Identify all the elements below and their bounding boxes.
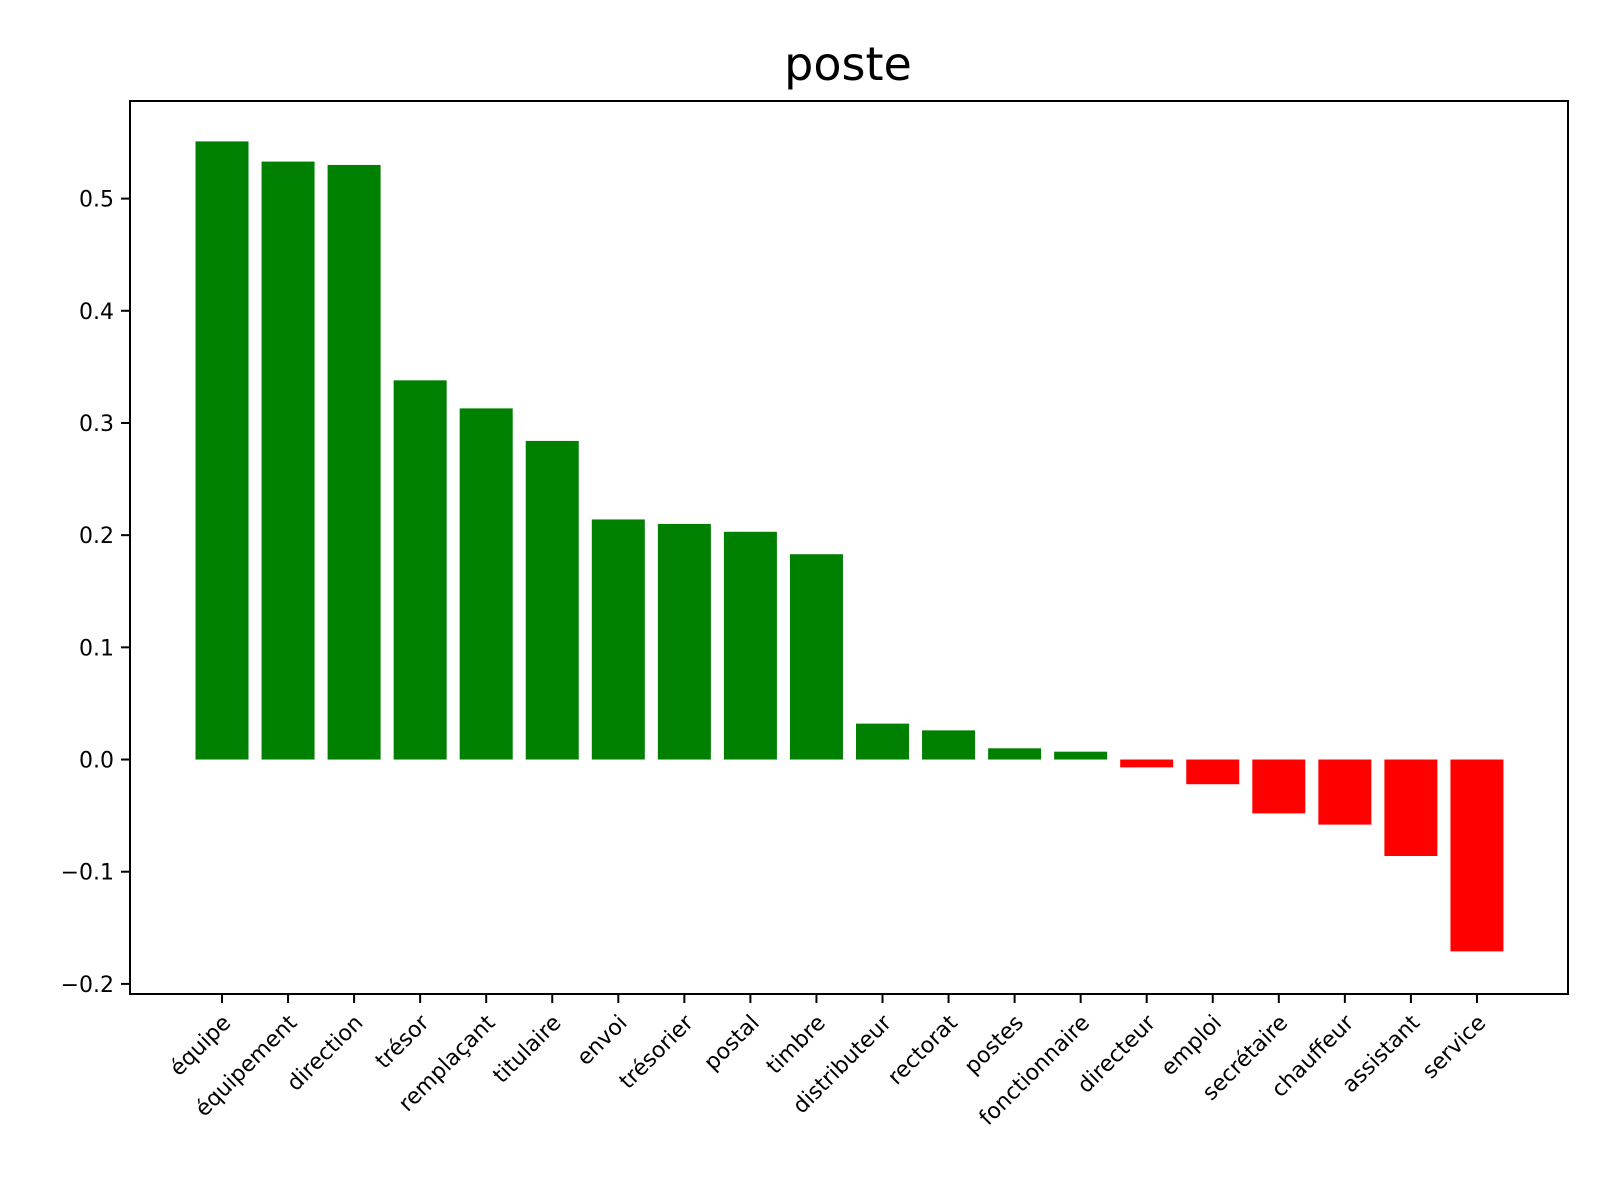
bar-4 <box>459 408 513 760</box>
chart-title: poste <box>784 37 912 91</box>
bar-5 <box>525 440 579 760</box>
plot-frame <box>129 100 1569 995</box>
y-axis: −0.2 −0.1 0.0 0.1 0.2 0.3 0.4 0.5 <box>61 188 130 998</box>
bar-16 <box>1252 759 1306 814</box>
bar-0 <box>195 141 249 760</box>
x-tick-label-6: envoi <box>572 1011 632 1071</box>
bar-12 <box>988 748 1042 760</box>
bar-17 <box>1318 759 1372 825</box>
bar-19 <box>1450 759 1504 952</box>
bar-13 <box>1054 751 1108 760</box>
bar-15 <box>1186 759 1240 785</box>
bar-11 <box>922 730 976 760</box>
bars-group <box>195 141 1504 952</box>
bar-1 <box>261 161 315 760</box>
bar-2 <box>327 164 381 760</box>
x-tick-label-3: trésor <box>371 1010 435 1074</box>
x-tick-label-11: rectorat <box>883 1010 963 1090</box>
y-tick-label-6: 0.4 <box>79 300 114 325</box>
y-tick-label-5: 0.3 <box>79 412 114 437</box>
x-tick-label-5: titulaire <box>489 1011 567 1089</box>
bar-8 <box>723 531 777 760</box>
y-tick-label-7: 0.5 <box>79 188 114 213</box>
y-tick-label-1: −0.1 <box>61 861 114 886</box>
y-tick-label-4: 0.2 <box>79 524 114 549</box>
x-tick-label-7: trésorier <box>615 1010 699 1094</box>
x-tick-label-8: postal <box>700 1011 765 1076</box>
bar-7 <box>657 523 711 760</box>
bar-9 <box>789 554 843 760</box>
y-tick-label-2: 0.0 <box>79 749 114 774</box>
bar-10 <box>856 723 909 760</box>
bar-6 <box>591 519 645 760</box>
y-tick-label-3: 0.1 <box>79 636 114 661</box>
bar-14 <box>1120 759 1174 768</box>
y-tick-label-0: −0.2 <box>61 973 114 998</box>
bar-18 <box>1384 759 1438 857</box>
x-tick-label-19: service <box>1418 1011 1491 1084</box>
bar-3 <box>393 380 447 760</box>
